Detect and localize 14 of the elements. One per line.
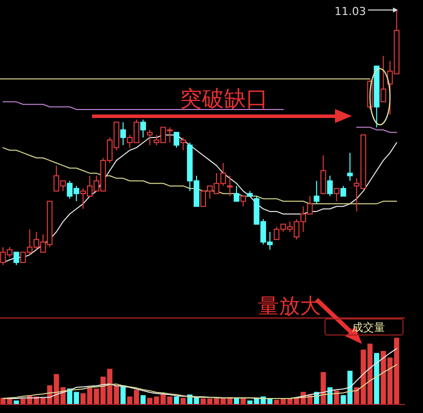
bar — [180, 398, 186, 404]
candlestick — [120, 122, 126, 146]
candlestick — [347, 152, 353, 182]
bar — [14, 400, 19, 404]
bar — [320, 372, 326, 404]
annotation: 突破缺口 — [180, 87, 268, 112]
candlestick — [227, 175, 233, 197]
text: 成交量 — [352, 321, 385, 334]
annotation: 11.03 — [334, 5, 366, 18]
bar — [374, 352, 380, 404]
bar — [140, 395, 146, 404]
bar — [240, 398, 246, 404]
bar — [174, 396, 180, 404]
bar — [120, 385, 126, 404]
